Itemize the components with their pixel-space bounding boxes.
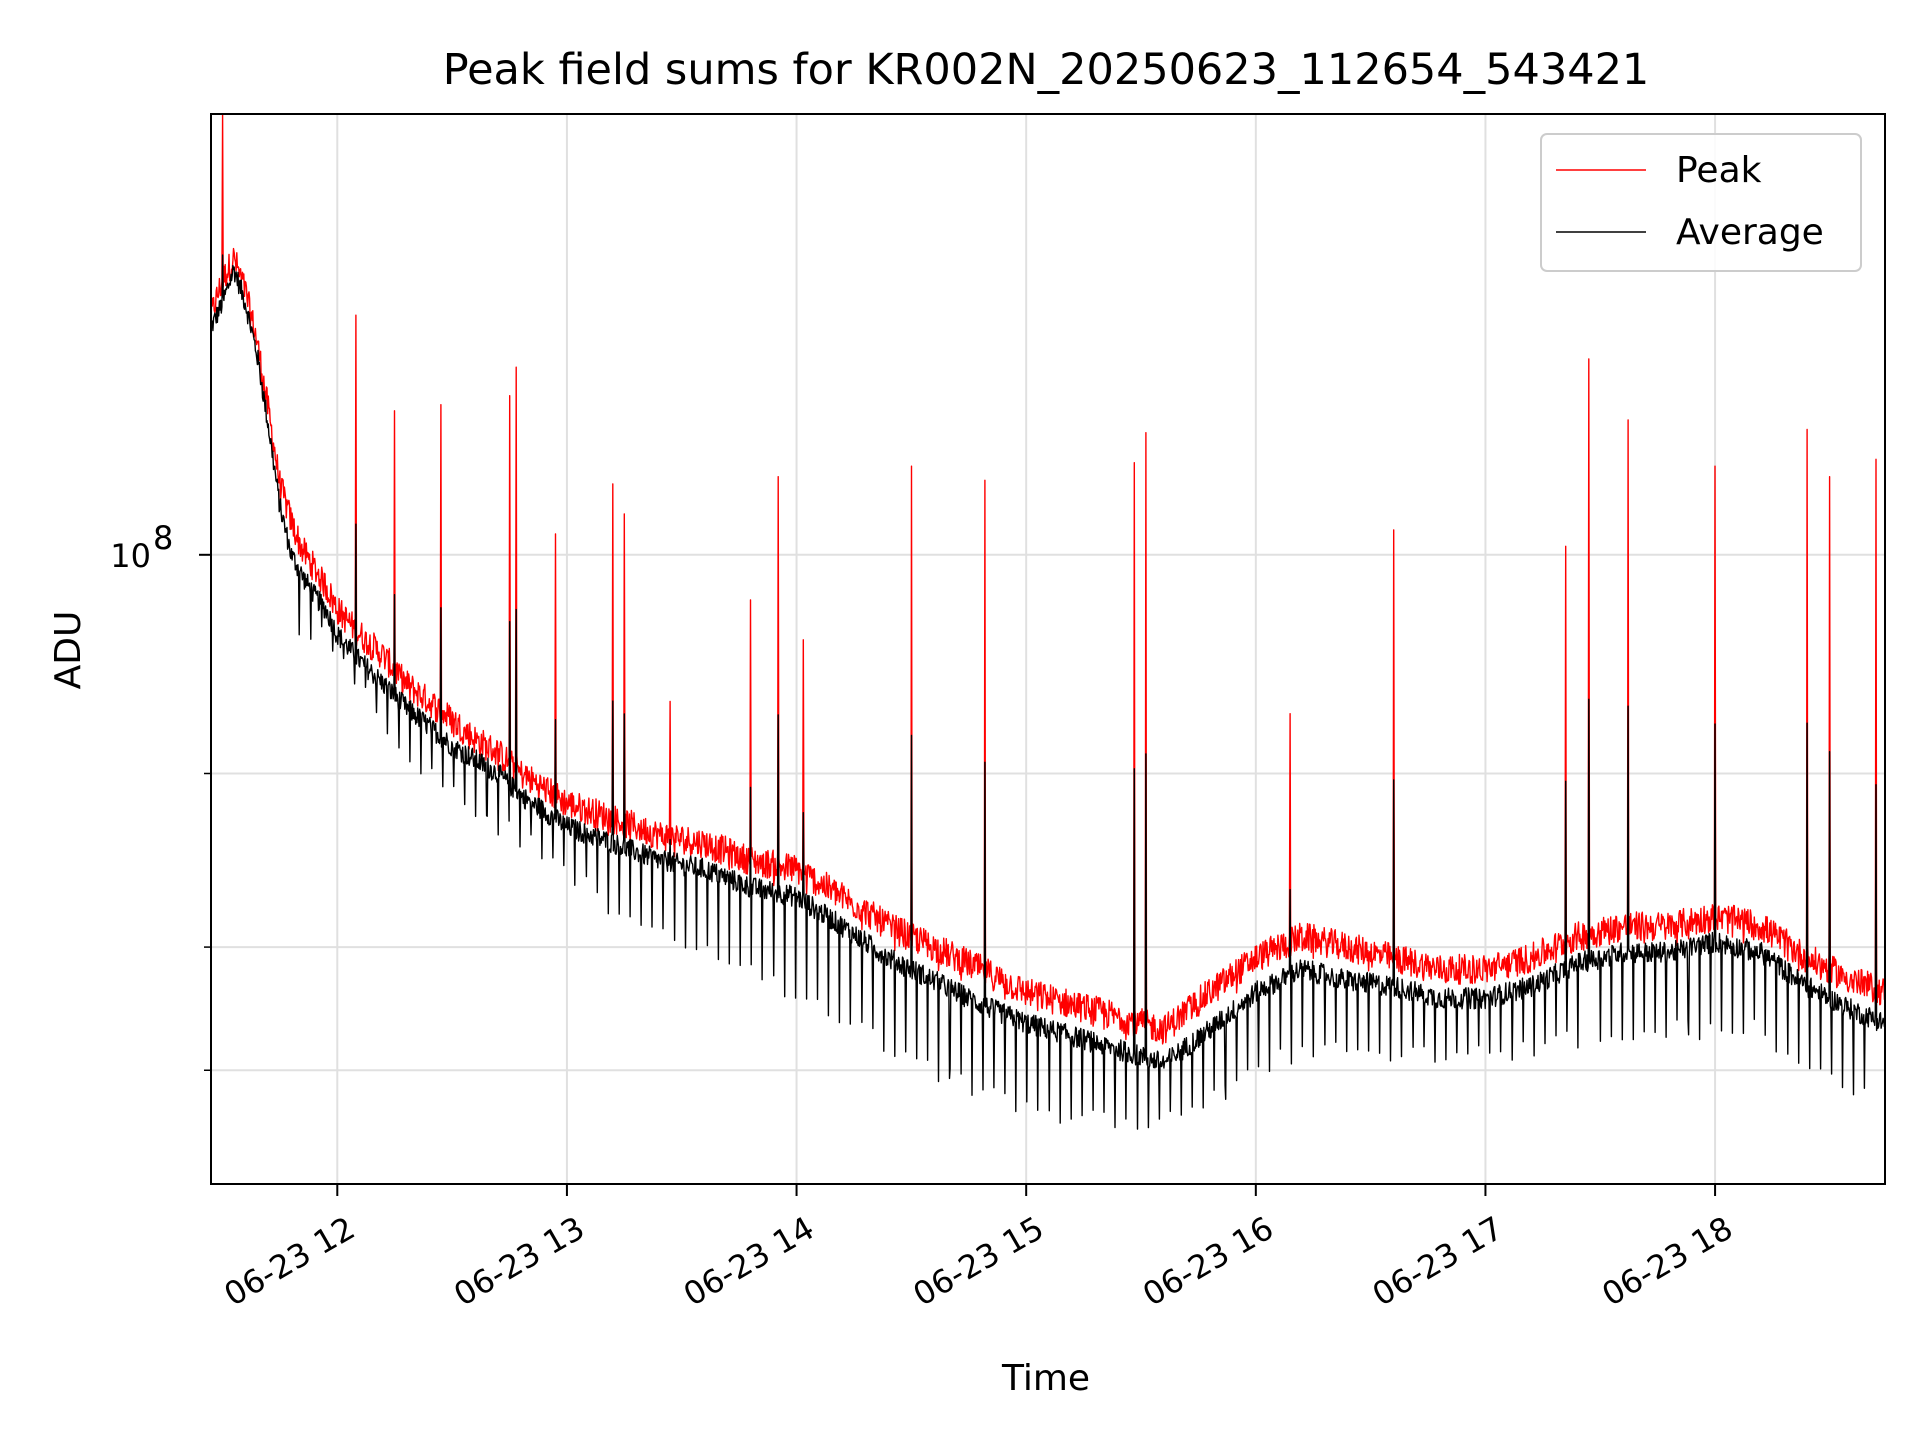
x-axis-label: Time (1001, 1358, 1090, 1399)
y-axis-label: ADU (48, 611, 89, 690)
legend: Peak Average (1540, 133, 1862, 272)
plot-frame (210, 113, 1886, 1185)
chart-title: Peak field sums for KR002N_20250623_1126… (443, 45, 1650, 95)
y-tick-exponent: 8 (153, 519, 173, 557)
legend-peak-label: Peak (1676, 150, 1762, 191)
series-layer (211, 114, 1885, 1130)
y-tick-label: 10 (110, 537, 151, 575)
legend-box (1540, 133, 1862, 272)
series-peak-line (211, 114, 1885, 1045)
grid-lines (211, 114, 1885, 1184)
series-average-line (211, 254, 1885, 1130)
legend-average-label: Average (1676, 212, 1824, 253)
